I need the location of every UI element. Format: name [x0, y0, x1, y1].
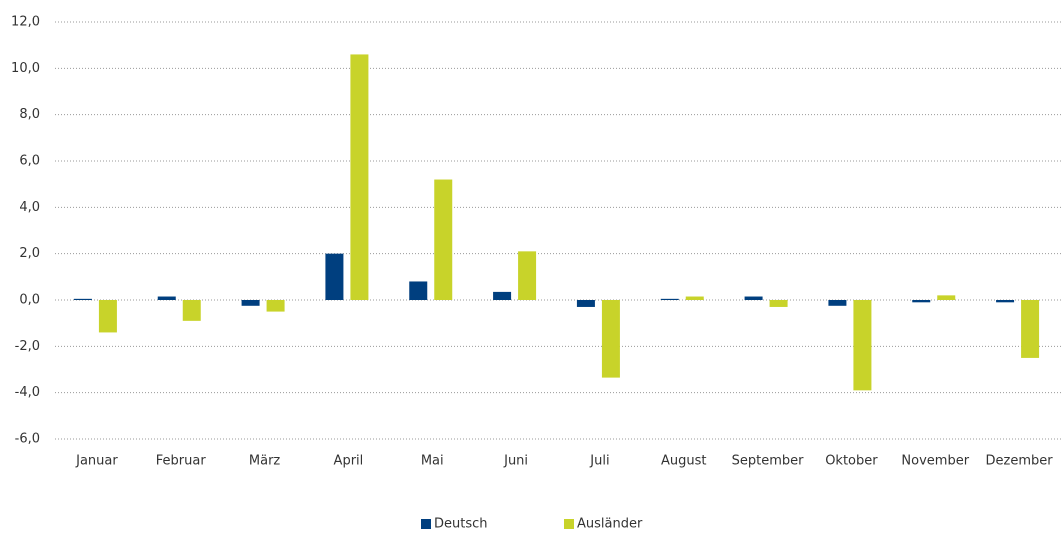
bar	[996, 300, 1015, 303]
legend-swatch	[421, 519, 431, 529]
y-tick-label: 6,0	[19, 154, 40, 169]
legend-label: Deutsch	[434, 517, 488, 532]
bar	[1021, 300, 1040, 358]
y-tick-label: -2,0	[15, 339, 40, 354]
bar	[182, 300, 201, 321]
y-tick-label: 12,0	[11, 15, 40, 30]
y-tick-label: 4,0	[19, 200, 40, 215]
x-tick-label: August	[661, 454, 707, 469]
bar	[73, 298, 92, 300]
y-tick-label: -4,0	[15, 385, 40, 400]
bar	[493, 291, 512, 300]
x-tick-label: November	[901, 454, 969, 469]
legend-swatch	[564, 519, 574, 529]
bar	[350, 54, 369, 300]
bar	[157, 296, 176, 300]
bar	[685, 296, 704, 300]
bar	[853, 300, 872, 391]
bar	[828, 300, 847, 306]
bar	[98, 300, 117, 333]
x-tick-label: Februar	[156, 454, 207, 469]
x-tick-label: September	[732, 454, 805, 469]
x-tick-label: März	[249, 454, 281, 469]
bar	[434, 179, 453, 300]
y-tick-label: 2,0	[19, 246, 40, 261]
x-tick-label: Dezember	[986, 454, 1054, 469]
bar	[769, 300, 788, 307]
y-tick-label: 0,0	[19, 293, 40, 308]
bar	[576, 300, 595, 307]
bar	[518, 251, 537, 300]
bar	[325, 253, 344, 300]
y-tick-label: -6,0	[15, 432, 40, 447]
x-tick-label: Juni	[503, 454, 528, 469]
legend-label: Ausländer	[577, 517, 643, 532]
bar	[937, 295, 956, 300]
bar	[660, 298, 679, 300]
bar	[266, 300, 285, 312]
x-tick-label: Oktober	[825, 454, 878, 469]
y-tick-label: 10,0	[11, 61, 40, 76]
bar	[601, 300, 620, 378]
bar	[409, 281, 428, 300]
bar	[744, 296, 763, 300]
x-tick-label: April	[334, 454, 364, 469]
bar	[912, 300, 931, 303]
y-tick-label: 8,0	[19, 107, 40, 122]
x-tick-label: Juli	[589, 454, 609, 469]
bar	[241, 300, 260, 306]
x-tick-label: Mai	[421, 454, 444, 469]
x-tick-label: Januar	[75, 454, 118, 469]
